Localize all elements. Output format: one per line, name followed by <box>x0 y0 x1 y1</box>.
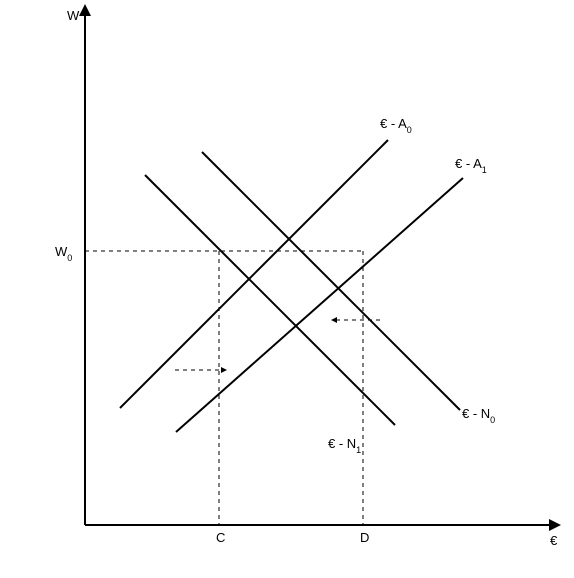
supply0-label: € - A0 <box>380 116 412 135</box>
supply-demand-chart: W € € - A0 € - A1 € - N0 € - N1 W0 C D <box>0 0 574 578</box>
y-axis-label: W <box>67 8 80 23</box>
demand1-label: € - N1 <box>328 436 361 455</box>
w0-label: W0 <box>55 244 72 263</box>
x-axis-label: € <box>550 533 558 548</box>
supply1-label: € - A1 <box>455 156 487 175</box>
supply-line-a0 <box>120 140 388 408</box>
d-label: D <box>360 530 369 545</box>
demand0-label: € - N0 <box>462 406 495 425</box>
c-label: C <box>216 530 225 545</box>
supply-line-a1 <box>176 178 463 432</box>
demand-line-n0 <box>202 152 460 410</box>
demand-line-n1 <box>145 175 395 425</box>
